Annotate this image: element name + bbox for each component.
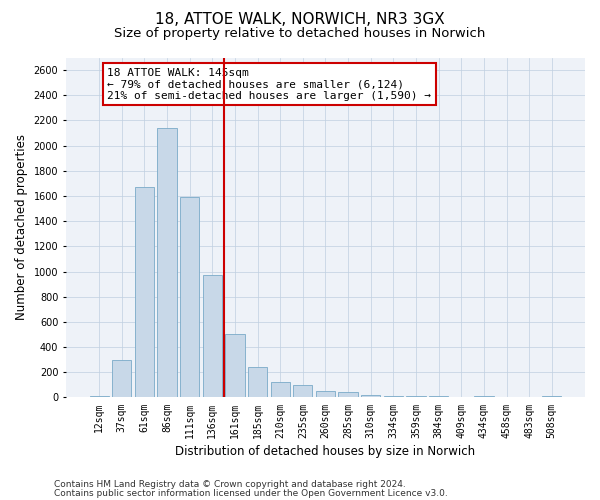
Y-axis label: Number of detached properties: Number of detached properties bbox=[15, 134, 28, 320]
Bar bbox=[135, 187, 154, 398]
Bar bbox=[112, 360, 131, 398]
Bar bbox=[361, 395, 380, 398]
Bar bbox=[248, 366, 267, 398]
Text: Size of property relative to detached houses in Norwich: Size of property relative to detached ho… bbox=[115, 28, 485, 40]
Bar bbox=[271, 382, 290, 398]
Bar bbox=[293, 385, 313, 398]
Bar bbox=[452, 397, 471, 398]
Bar bbox=[203, 276, 222, 398]
Bar bbox=[180, 198, 199, 398]
Text: Contains HM Land Registry data © Crown copyright and database right 2024.: Contains HM Land Registry data © Crown c… bbox=[54, 480, 406, 489]
Bar bbox=[316, 390, 335, 398]
Bar bbox=[157, 128, 176, 398]
Bar bbox=[89, 396, 109, 398]
X-axis label: Distribution of detached houses by size in Norwich: Distribution of detached houses by size … bbox=[175, 444, 476, 458]
Bar bbox=[542, 396, 562, 398]
Bar bbox=[384, 396, 403, 398]
Bar bbox=[474, 396, 494, 398]
Text: Contains public sector information licensed under the Open Government Licence v3: Contains public sector information licen… bbox=[54, 488, 448, 498]
Text: 18, ATTOE WALK, NORWICH, NR3 3GX: 18, ATTOE WALK, NORWICH, NR3 3GX bbox=[155, 12, 445, 28]
Bar bbox=[406, 396, 425, 398]
Text: 18 ATTOE WALK: 145sqm
← 79% of detached houses are smaller (6,124)
21% of semi-d: 18 ATTOE WALK: 145sqm ← 79% of detached … bbox=[107, 68, 431, 101]
Bar bbox=[338, 392, 358, 398]
Bar bbox=[226, 334, 245, 398]
Bar bbox=[429, 396, 448, 398]
